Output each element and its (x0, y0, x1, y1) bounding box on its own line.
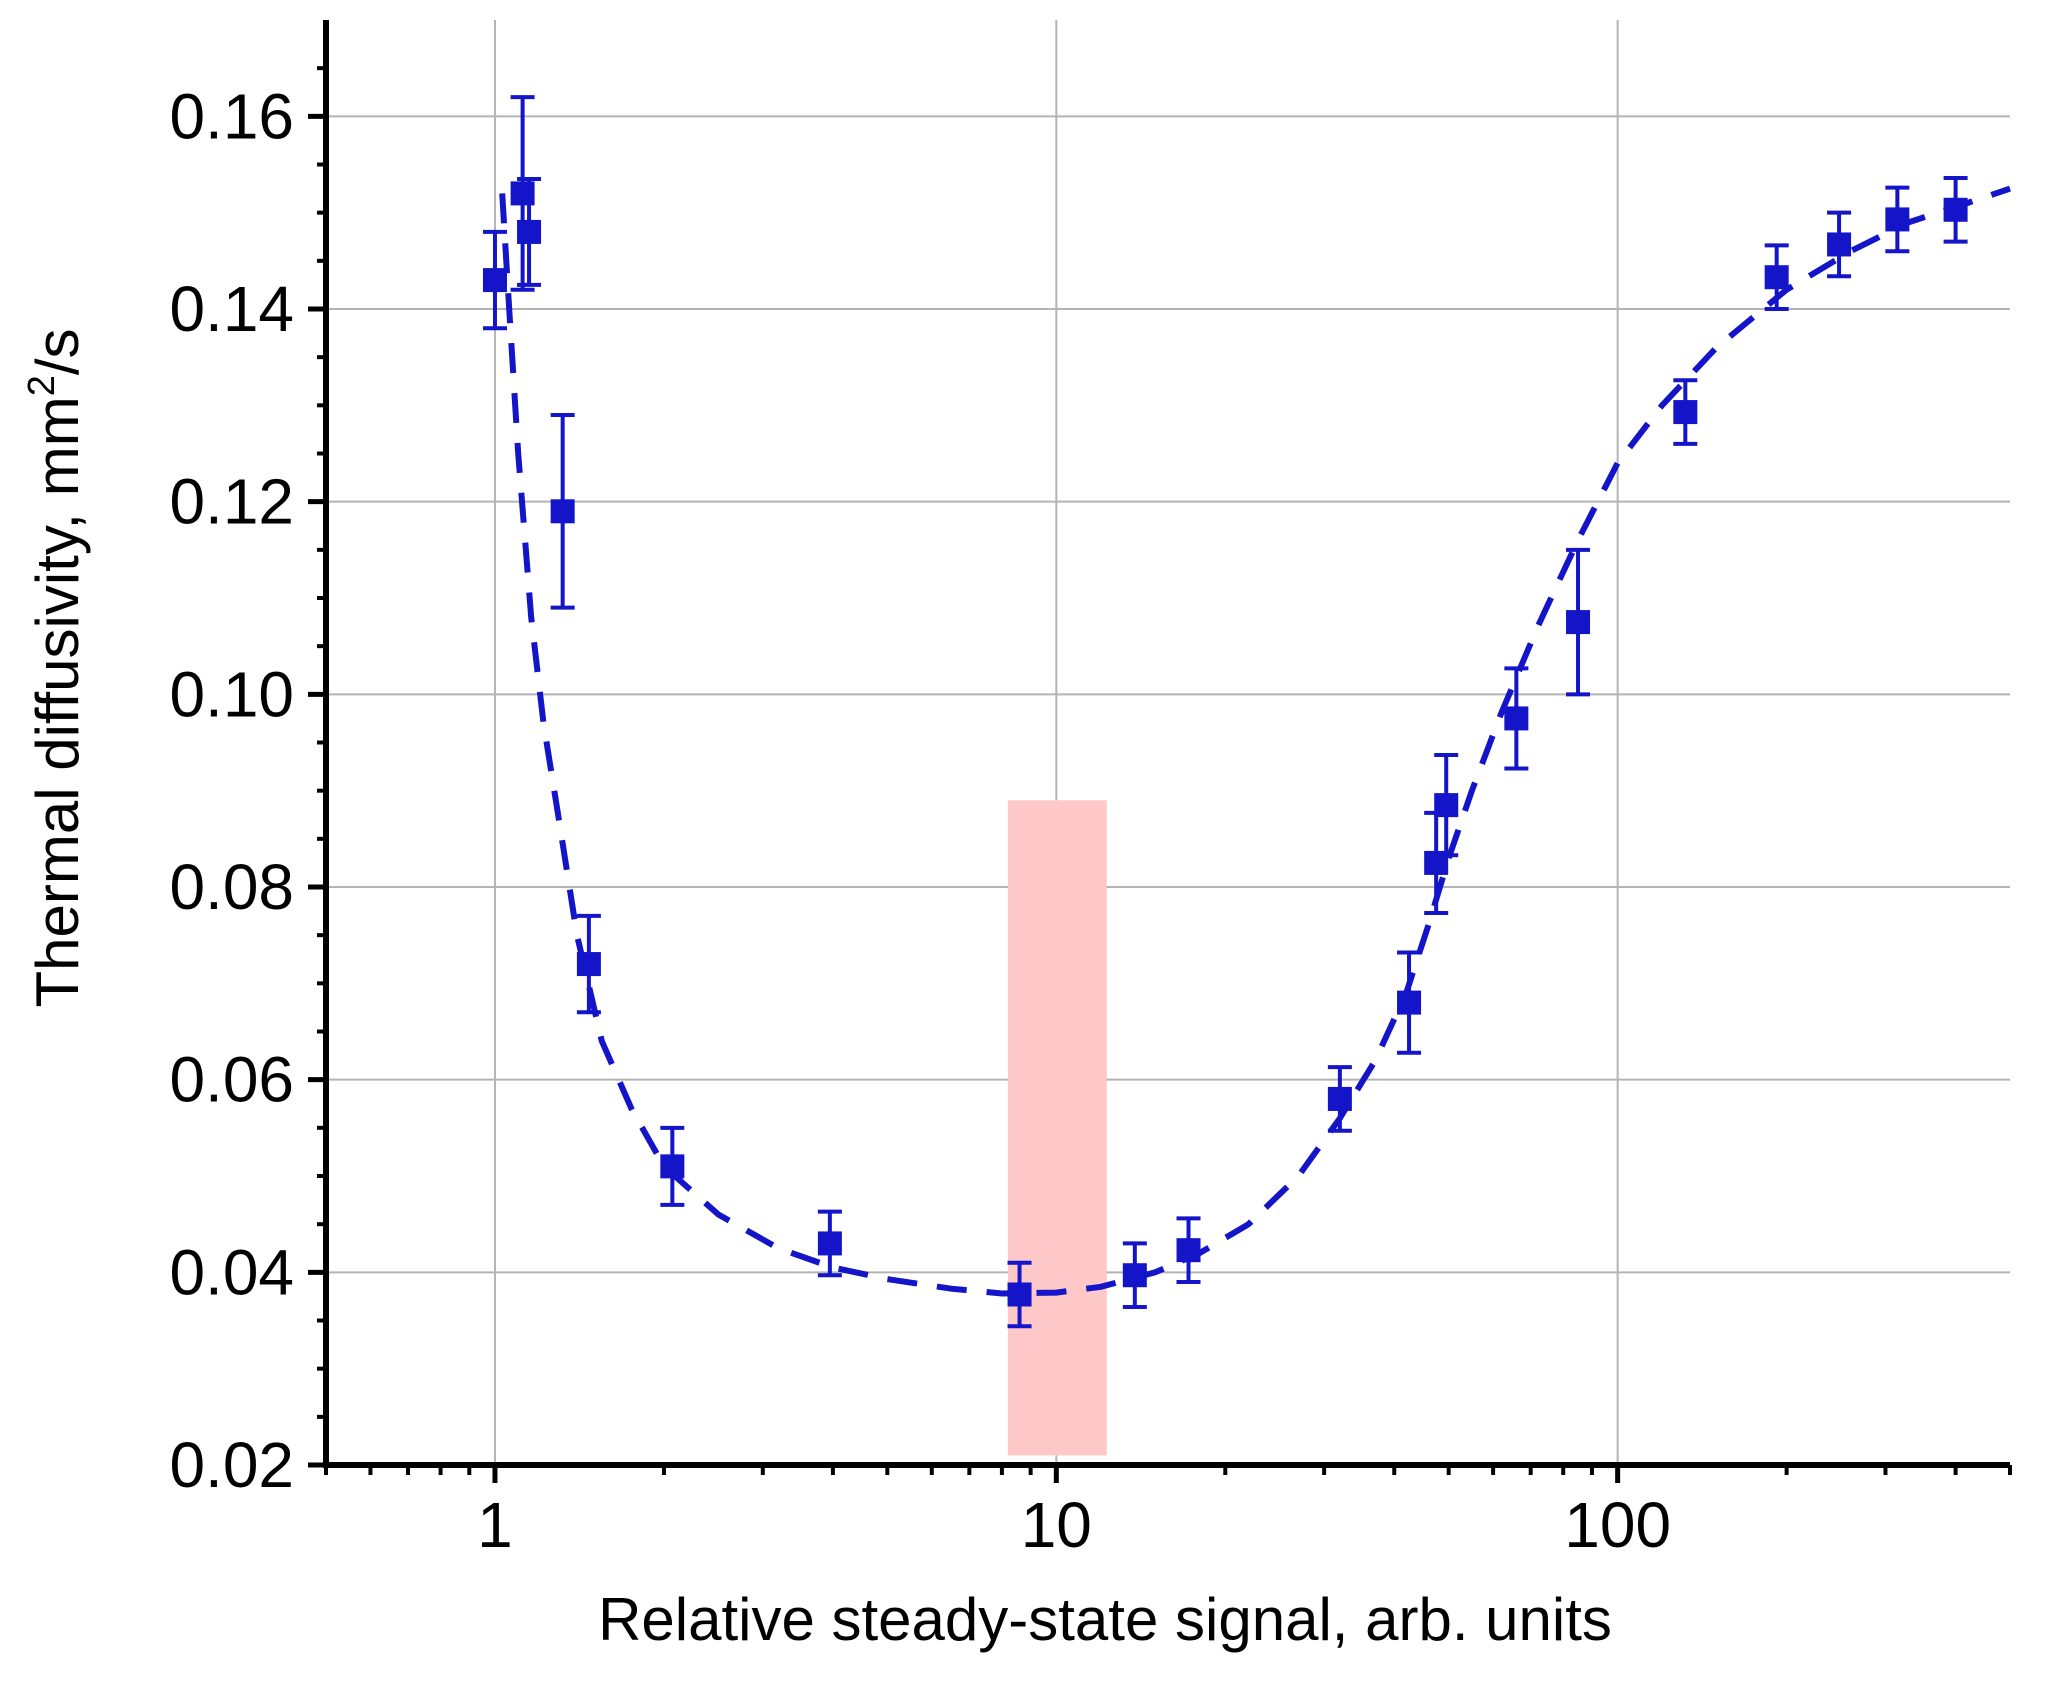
data-point (1327, 1065, 1352, 1133)
y-tick-label: 0.14 (169, 273, 294, 345)
tick-label-layer: 0.02 0.04 0.06 0.08 0.10 0.12 0.14 0.16 1 10 100 (169, 80, 1671, 1561)
y-axis-title-tail: /s (24, 328, 91, 375)
data-marker (660, 1154, 685, 1179)
data-marker (1827, 232, 1852, 257)
data-point (1397, 950, 1422, 1055)
data-marker (1566, 610, 1591, 635)
data-point (1122, 1241, 1147, 1310)
data-marker (1327, 1086, 1352, 1111)
y-tick-label: 0.10 (169, 658, 294, 730)
data-point (1504, 666, 1529, 771)
data-point (1764, 243, 1789, 311)
data-point (1007, 1260, 1032, 1329)
y-tick-label: 0.16 (169, 80, 294, 152)
data-marker (517, 219, 542, 244)
data-point (1885, 185, 1910, 254)
grid-layer (326, 20, 2010, 1465)
data-point (1943, 175, 1968, 244)
highlight-layer (1007, 800, 1107, 1456)
data-point (1827, 210, 1852, 279)
y-axis-title: Thermal diffusivity, mm2/s (21, 328, 91, 1007)
data-marker (1673, 400, 1698, 425)
data-marker (817, 1231, 842, 1256)
data-point (517, 176, 542, 287)
y-tick-label: 0.02 (169, 1429, 294, 1501)
data-marker (482, 268, 507, 293)
data-marker (1434, 793, 1459, 818)
data-point (482, 229, 507, 331)
data-point (1566, 547, 1591, 697)
y-tick-label: 0.06 (169, 1044, 294, 1116)
data-point (1434, 753, 1459, 858)
data-marker (1885, 207, 1910, 232)
y-tick-label: 0.04 (169, 1236, 294, 1308)
data-point (550, 412, 575, 610)
data-marker (1504, 706, 1529, 731)
y-tick-label: 0.08 (169, 851, 294, 923)
data-point (1176, 1216, 1201, 1284)
x-tick-label: 10 (1021, 1489, 1092, 1561)
fit-curve (499, 185, 2011, 1297)
data-marker (1122, 1263, 1147, 1288)
highlight-band (1007, 800, 1107, 1456)
data-point (817, 1209, 842, 1278)
data-marker (1007, 1282, 1032, 1307)
data-marker (1943, 197, 1968, 222)
data-marker (1764, 265, 1789, 290)
x-tick-label: 100 (1564, 1489, 1671, 1561)
y-axis-title-main: Thermal diffusivity, mm (24, 396, 91, 1007)
x-tick-label: 1 (477, 1489, 513, 1561)
points-layer (482, 95, 1968, 1329)
axes-layer (308, 20, 2012, 1483)
data-marker (576, 952, 601, 977)
data-marker (1176, 1238, 1201, 1263)
data-point (660, 1125, 685, 1207)
data-marker (1397, 990, 1422, 1015)
y-axis-title-sup: 2 (21, 375, 63, 396)
x-axis-title: Relative steady-state signal, arb. units (598, 1586, 1612, 1653)
fit-layer (499, 185, 2011, 1297)
data-marker (550, 499, 575, 524)
y-tick-label: 0.12 (169, 466, 294, 538)
data-point (1673, 378, 1698, 446)
data-point (576, 913, 601, 1015)
